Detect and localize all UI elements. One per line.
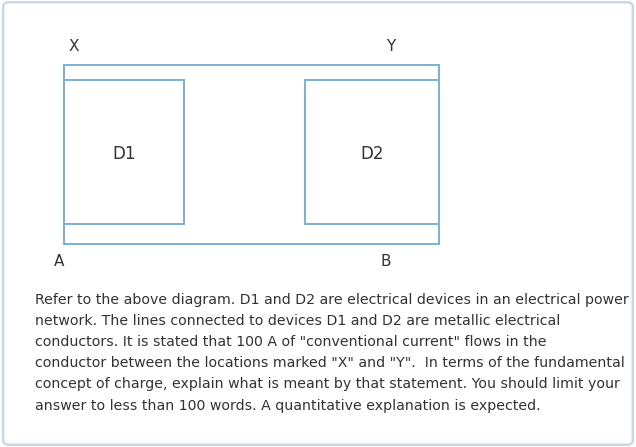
Bar: [64, 80, 184, 224]
Bar: [305, 80, 439, 224]
Text: A: A: [54, 254, 64, 269]
Text: D1: D1: [113, 145, 135, 163]
Text: X: X: [69, 39, 79, 55]
Text: D2: D2: [361, 145, 384, 163]
Text: Refer to the above diagram. D1 and D2 are electrical devices in an electrical po: Refer to the above diagram. D1 and D2 ar…: [35, 293, 629, 413]
Text: Y: Y: [386, 39, 395, 55]
Text: B: B: [381, 254, 391, 269]
